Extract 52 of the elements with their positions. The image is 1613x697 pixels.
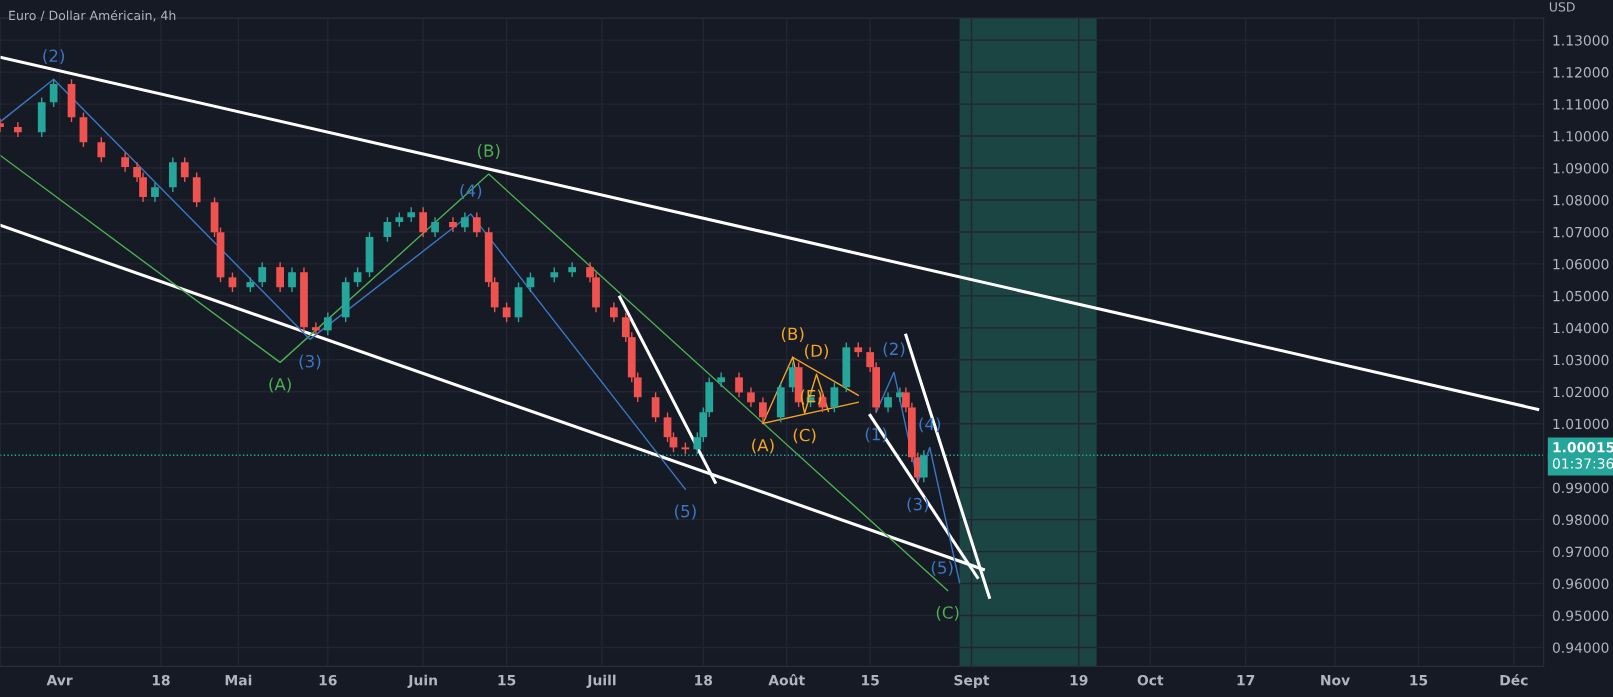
y-tick-label: 0.99000 <box>1552 482 1609 494</box>
annotation: (3) <box>907 497 929 513</box>
x-tick-label: Oct <box>1137 674 1164 686</box>
x-tick-label: 15 <box>862 675 879 686</box>
x-tick-label: Mai <box>225 674 252 686</box>
y-tick-label: 0.98000 <box>1552 514 1609 526</box>
y-tick-label: 0.97000 <box>1552 546 1609 558</box>
annotation: (2) <box>43 49 65 65</box>
y-tick-label: 0.96000 <box>1552 578 1609 590</box>
y-tick-label: 1.07000 <box>1553 226 1609 238</box>
annotation: (B) <box>477 144 500 159</box>
y-tick-label: 1.08000 <box>1553 194 1609 206</box>
x-tick-label: 17 <box>1237 675 1255 686</box>
annotation: (A) <box>269 377 291 393</box>
y-tick-label: 0.94000 <box>1552 642 1609 653</box>
x-tick-label: Août <box>768 674 805 686</box>
y-tick-label: 1.10000 <box>1553 131 1609 142</box>
y-tick-label: 1.05000 <box>1553 290 1609 302</box>
y-tick-label: 1.06000 <box>1553 258 1609 270</box>
chart-title: Euro / Dollar Américain, 4h <box>9 9 176 22</box>
annotation: (5) <box>675 504 696 520</box>
annotation: (C) <box>793 428 816 444</box>
text: 01:37:36 <box>1552 458 1613 469</box>
y-tick-label: 1.04000 <box>1553 322 1609 334</box>
y-tick-label: 1.02000 <box>1553 386 1609 398</box>
x-tick-label: Déc <box>1500 674 1528 686</box>
x-tick-label: Juin <box>407 674 437 688</box>
annotation: (3) <box>299 354 321 370</box>
y-tick-label: 0.95000 <box>1552 610 1609 621</box>
y-tick-label: 1.01000 <box>1553 418 1609 430</box>
y-tick-label: 1.03000 <box>1553 354 1609 366</box>
x-tick-label: Nov <box>1321 675 1350 686</box>
x-tick-label: 15 <box>1410 675 1428 686</box>
annotation: (D) <box>805 344 829 360</box>
x-tick-label: Juill <box>586 674 616 688</box>
annotation: (5) <box>931 560 953 576</box>
x-tick-label: 19 <box>1070 674 1088 686</box>
annotation: (2) <box>883 342 905 358</box>
x-tick-label: 16 <box>319 674 337 686</box>
x-tick-label: Avr <box>46 675 73 686</box>
y-tick-label: 1.12000 <box>1553 67 1609 78</box>
y-tick-label: 1.11000 <box>1553 99 1609 110</box>
x-tick-label: 18 <box>152 674 170 686</box>
x-tick-label: 18 <box>695 674 713 686</box>
annotation: (C) <box>936 605 959 621</box>
annotation: (A) <box>752 438 774 454</box>
x-tick-label: Sept <box>954 674 990 689</box>
x-tick-label: 15 <box>498 675 516 686</box>
y-tick-label: 1.09000 <box>1553 163 1609 174</box>
y-axis-title: USD <box>1549 2 1575 12</box>
annotation: (B) <box>781 327 804 343</box>
y-tick-label: 1.13000 <box>1553 35 1609 46</box>
